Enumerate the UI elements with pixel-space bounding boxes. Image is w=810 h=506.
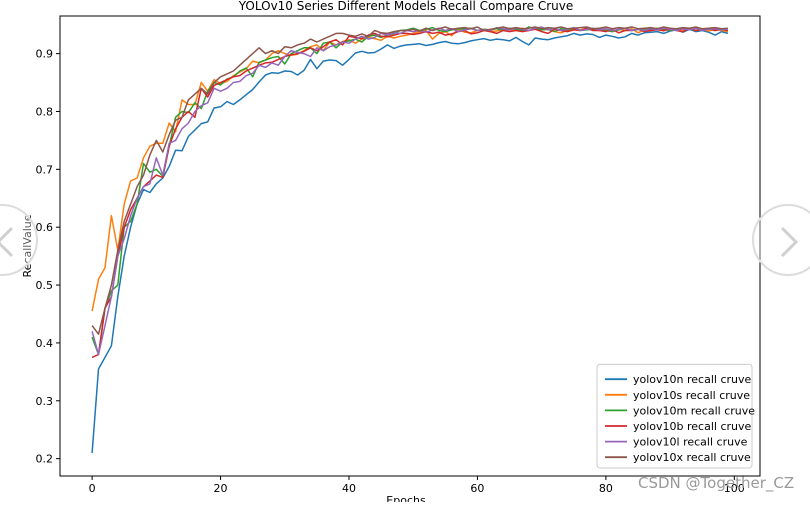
x-tick-label: 60 xyxy=(470,482,484,495)
x-tick-label: 40 xyxy=(342,482,356,495)
x-tick-label: 100 xyxy=(724,482,745,495)
legend-box xyxy=(596,363,753,469)
legend-label: yolov10x recall cruve xyxy=(633,451,751,464)
previous-image-button[interactable] xyxy=(0,204,38,276)
x-tick-label: 0 xyxy=(89,482,96,495)
series-line-yolov10l xyxy=(91,26,728,356)
legend-label: yolov10s recall cruve xyxy=(633,389,750,402)
y-tick-label: 0.7 xyxy=(36,163,54,176)
y-tick-label: 0.6 xyxy=(36,221,54,234)
chevron-left-icon xyxy=(0,226,14,258)
y-tick-label: 0.3 xyxy=(36,395,54,408)
y-tick-label: 0.5 xyxy=(36,279,54,292)
legend-label: yolov10n recall cruve xyxy=(633,373,751,386)
x-axis-label: Epochs xyxy=(386,494,426,502)
series-line-yolov10b xyxy=(91,27,729,359)
y-tick-label: 0.9 xyxy=(36,48,54,61)
series-line-yolov10n xyxy=(91,28,729,453)
plot-area xyxy=(91,26,729,453)
x-axis: 0 20 40 60 80 100 xyxy=(89,476,745,495)
y-axis: 0.2 0.3 0.4 0.5 0.6 0.7 0.8 0.9 xyxy=(36,48,60,466)
legend: yolov10n recall cruve yolov10s recall cru… xyxy=(596,363,755,469)
legend-label: yolov10l recall cruve xyxy=(633,436,748,449)
x-tick-label: 80 xyxy=(599,482,613,495)
y-tick-label: 0.8 xyxy=(36,105,54,118)
y-tick-label: 0.2 xyxy=(36,453,54,466)
x-tick-label: 20 xyxy=(214,482,228,495)
next-image-button[interactable] xyxy=(752,204,810,276)
y-tick-label: 0.4 xyxy=(36,337,54,350)
chart-title: YOLOv10 Series Different Models Recall C… xyxy=(238,0,574,13)
series-line-yolov10x xyxy=(91,26,728,335)
legend-label: yolov10m recall cruve xyxy=(633,404,755,417)
watermark-text: CSDN @Together_CZ xyxy=(638,474,795,492)
chevron-right-icon xyxy=(780,226,799,258)
legend-label: yolov10b recall cruve xyxy=(633,420,752,433)
